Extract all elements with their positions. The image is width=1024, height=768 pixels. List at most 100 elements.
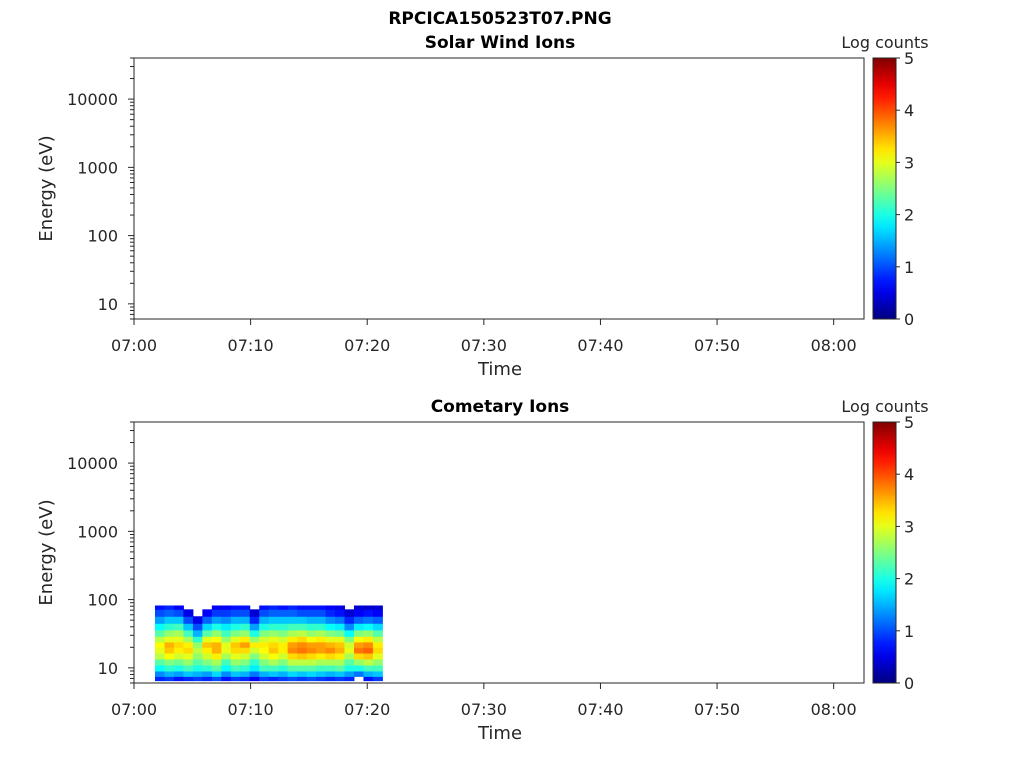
heatmap-cell <box>164 676 175 682</box>
heatmap-cell <box>335 665 345 672</box>
heatmap-cell <box>249 647 260 654</box>
heatmap-cell <box>249 676 260 682</box>
heatmap-cell <box>306 665 317 672</box>
heatmap-cell <box>259 641 270 648</box>
heatmap-cell <box>335 641 345 648</box>
heatmap-cell <box>164 670 175 677</box>
heatmap-cell <box>211 616 222 624</box>
heatmap-cell <box>154 641 165 648</box>
heatmap-cell <box>268 623 279 631</box>
heatmap-cell <box>344 653 355 660</box>
y-axis-label: Energy (eV) <box>36 135 57 241</box>
heatmap-cell <box>297 616 308 624</box>
heatmap-cell <box>363 670 374 677</box>
heatmap-cell <box>173 653 184 660</box>
heatmap-cell <box>297 676 308 682</box>
heatmap-cell <box>164 647 175 654</box>
heatmap-cell <box>344 641 355 648</box>
x-tick-label: 07:50 <box>694 700 740 719</box>
heatmap-cell <box>325 676 336 682</box>
heatmap-cell <box>372 636 383 643</box>
y-tick-label: 10 <box>98 295 118 314</box>
heatmap-cell <box>164 641 175 648</box>
heatmap-cell <box>240 636 251 643</box>
heatmap-cell <box>353 609 364 617</box>
heatmap-cell <box>363 665 374 672</box>
heatmap-cell <box>278 653 289 660</box>
heatmap-cell <box>221 605 232 610</box>
heatmap-cell <box>164 605 175 610</box>
heatmap-cell <box>363 653 374 660</box>
heatmap-cell <box>372 670 383 677</box>
heatmap-cell <box>230 647 241 654</box>
heatmap-cell <box>268 605 279 610</box>
heatmap-cell <box>278 605 289 610</box>
heatmap-cell <box>249 609 260 617</box>
heatmap-cell <box>268 670 279 677</box>
heatmap-cell <box>287 616 298 624</box>
heatmap-cell <box>297 670 308 677</box>
heatmap-cell <box>297 629 308 637</box>
heatmap-cell <box>211 636 222 643</box>
heatmap-cell <box>316 665 327 672</box>
heatmap-cell <box>154 609 165 617</box>
heatmap-cell <box>363 616 374 624</box>
heatmap-cell <box>230 670 241 677</box>
x-tick-label: 07:50 <box>694 336 740 355</box>
heatmap-cell <box>372 623 383 631</box>
heatmap-cell <box>353 616 364 624</box>
heatmap-cell <box>316 641 327 648</box>
heatmap-cell <box>221 676 232 682</box>
heatmap-cell <box>183 636 194 643</box>
heatmap-cell <box>221 670 232 677</box>
heatmap-cell <box>173 658 184 666</box>
heatmap-cell <box>164 623 175 631</box>
heatmap-cell <box>372 653 383 660</box>
heatmap-cell <box>344 629 355 637</box>
heatmap-cell <box>192 641 203 648</box>
panel-cometary-ions: Cometary Ions 07:00 07:10 07:20 07:30 07:40 07… <box>36 397 929 744</box>
heatmap-cell <box>297 665 308 672</box>
heatmap-cell <box>335 653 345 660</box>
colorbar-gradient <box>872 57 897 320</box>
heatmap-cell <box>230 641 241 648</box>
heatmap-cell <box>192 629 203 637</box>
panel-solar-wind-ions: Solar Wind Ions 07:00 07:10 07:20 07:30 07:40… <box>36 33 929 380</box>
colorbar-tick-label: 0 <box>904 310 914 329</box>
heatmap-cell <box>344 616 355 624</box>
y-tick-label: 100 <box>87 227 118 246</box>
y-tick-label: 100 <box>87 591 118 610</box>
heatmap-cell <box>335 605 345 610</box>
heatmap-cell <box>259 676 270 682</box>
heatmap-cell <box>344 670 355 677</box>
heatmap-cell <box>202 616 213 624</box>
heatmap-cell <box>278 623 289 631</box>
heatmap-cell <box>335 609 345 617</box>
heatmap-cell <box>353 636 364 643</box>
heatmap-cell <box>240 623 251 631</box>
heatmap-cell <box>316 647 327 654</box>
heatmap-cell <box>230 629 241 637</box>
x-tick-label: 08:00 <box>811 336 857 355</box>
heatmap-cell <box>297 605 308 610</box>
heatmap-cell <box>325 647 336 654</box>
heatmap-cell <box>306 670 317 677</box>
heatmap-cell <box>363 658 374 666</box>
heatmap-cell <box>268 658 279 666</box>
heatmap-cell <box>173 641 184 648</box>
heatmap-cell <box>192 647 203 654</box>
heatmap-cell <box>221 609 232 617</box>
heatmap-cell <box>240 616 251 624</box>
heatmap-cell <box>240 658 251 666</box>
x-tick-label: 07:40 <box>577 336 623 355</box>
heatmap-cell <box>316 629 327 637</box>
heatmap-cell <box>287 641 298 648</box>
heatmap-cell <box>259 647 270 654</box>
heatmap-cell <box>335 647 345 654</box>
heatmap-cell <box>306 641 317 648</box>
heatmap-cell <box>240 605 251 610</box>
heatmap-cell <box>173 647 184 654</box>
heatmap-cell <box>164 636 175 643</box>
heatmap-cell <box>278 676 289 682</box>
